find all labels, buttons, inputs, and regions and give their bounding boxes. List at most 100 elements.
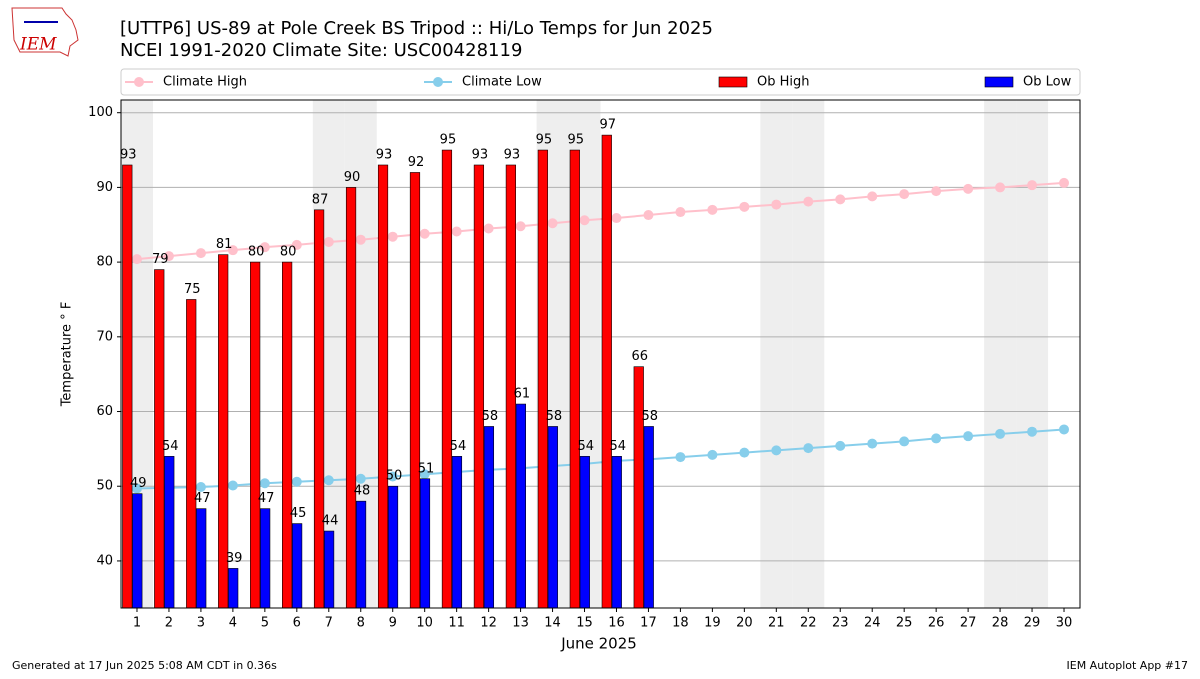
- data-label: 58: [641, 409, 658, 424]
- data-label: 54: [162, 439, 179, 454]
- bar: [196, 508, 207, 609]
- line-marker: [259, 242, 270, 253]
- bar: [473, 164, 485, 609]
- line-marker: [771, 445, 782, 456]
- line-marker: [995, 428, 1006, 439]
- y-tick-label: 60: [96, 404, 113, 419]
- bar: [579, 456, 590, 609]
- data-label: 45: [290, 506, 307, 521]
- data-label: 50: [386, 469, 403, 484]
- line-marker: [195, 481, 206, 492]
- data-label: 90: [344, 170, 361, 185]
- data-label: 51: [418, 461, 435, 476]
- data-label: 44: [322, 514, 339, 529]
- line-marker: [323, 475, 334, 486]
- data-label: 92: [408, 155, 425, 170]
- data-label: 93: [376, 147, 393, 162]
- bar: [377, 164, 389, 609]
- line-marker: [771, 199, 782, 210]
- line-marker: [707, 204, 718, 215]
- y-tick-label: 100: [88, 105, 113, 120]
- legend-label: Climate Low: [462, 75, 542, 90]
- line-marker: [515, 221, 526, 232]
- shaded-day: [760, 100, 793, 608]
- x-tick-label: 2: [165, 616, 173, 631]
- line-marker: [323, 236, 334, 247]
- line-marker: [931, 186, 942, 197]
- legend-swatch-marker: [134, 77, 144, 87]
- legend-swatch-marker: [433, 77, 443, 87]
- legend-label: Ob High: [757, 75, 810, 90]
- line-marker: [1059, 424, 1070, 435]
- x-tick-label: 25: [896, 616, 913, 631]
- shaded-day: [792, 100, 825, 608]
- line-marker: [355, 234, 366, 245]
- line-marker: [419, 469, 430, 480]
- legend-label: Climate High: [163, 75, 247, 90]
- line-marker: [547, 218, 558, 229]
- data-label: 49: [130, 476, 147, 491]
- line-marker: [387, 231, 398, 242]
- y-tick-label: 70: [96, 329, 113, 344]
- y-axis-label: Temperature ° F: [60, 302, 75, 408]
- line-marker: [131, 254, 142, 265]
- x-tick-label: 13: [512, 616, 529, 631]
- line-marker: [1027, 426, 1038, 437]
- bar: [633, 366, 644, 609]
- data-label: 93: [472, 147, 489, 162]
- shaded-day: [984, 100, 1017, 608]
- data-label: 87: [312, 192, 329, 207]
- data-label: 97: [600, 118, 617, 133]
- y-tick-label: 90: [96, 180, 113, 195]
- x-tick-label: 20: [736, 616, 753, 631]
- x-tick-label: 9: [389, 616, 397, 631]
- line-marker: [355, 473, 366, 484]
- line-marker: [675, 452, 686, 463]
- x-tick-label: 30: [1056, 616, 1073, 631]
- legend-swatch: [984, 76, 1014, 88]
- bar: [355, 500, 367, 609]
- x-tick-label: 17: [640, 616, 657, 631]
- data-label: 75: [184, 282, 201, 297]
- line-marker: [611, 213, 622, 224]
- legend-frame: [120, 68, 1081, 96]
- bar: [292, 523, 303, 609]
- line-marker: [963, 183, 974, 194]
- x-tick-label: 27: [960, 616, 977, 631]
- data-label: 61: [514, 387, 531, 402]
- line-marker: [899, 189, 910, 200]
- data-label: 95: [440, 133, 457, 148]
- bar: [387, 485, 399, 609]
- line-marker: [227, 480, 238, 491]
- bar: [601, 134, 612, 609]
- line-marker: [259, 478, 270, 489]
- line-marker: [195, 248, 206, 259]
- bar: [451, 456, 463, 609]
- logo-outline: [11, 7, 79, 57]
- bar: [483, 426, 495, 609]
- data-label: 93: [120, 147, 137, 162]
- bar: [611, 456, 622, 609]
- data-label: 54: [450, 439, 467, 454]
- logo-text: IEM: [19, 35, 57, 55]
- line-marker: [579, 215, 590, 226]
- data-label: 79: [152, 252, 169, 267]
- legend: Climate High Climate Low Ob High Ob Low: [120, 68, 1081, 96]
- data-label: 66: [631, 349, 648, 364]
- line-marker: [163, 251, 174, 262]
- bar: [569, 149, 580, 609]
- data-label: 47: [258, 491, 275, 506]
- bar: [122, 164, 133, 609]
- y-tick-label: 80: [96, 255, 113, 270]
- x-tick-label: 6: [293, 616, 301, 631]
- line-marker: [643, 210, 654, 221]
- legend-label: Ob Low: [1023, 75, 1072, 90]
- x-tick-label: 11: [448, 616, 465, 631]
- x-tick-label: 5: [261, 616, 269, 631]
- x-tick-label: 10: [416, 616, 433, 631]
- bar: [643, 426, 654, 609]
- data-label: 58: [546, 409, 563, 424]
- line-marker: [867, 438, 878, 449]
- bar: [132, 493, 143, 609]
